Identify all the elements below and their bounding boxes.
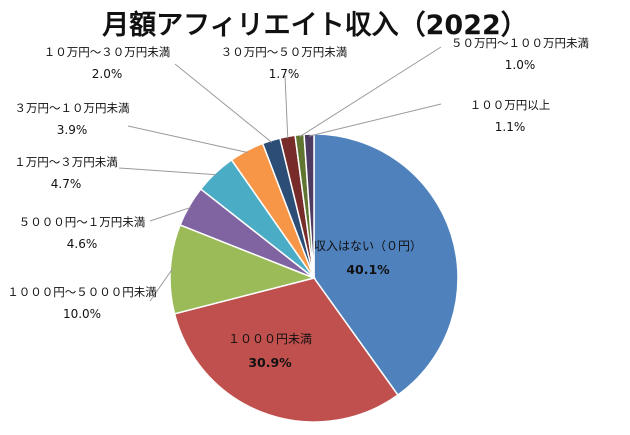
slice-percent-4: 4.7% — [51, 177, 82, 191]
pie-slices — [169, 133, 459, 423]
slice-percent-2: 10.0% — [63, 307, 101, 321]
leader-line-4 — [118, 167, 217, 176]
slice-percent-8: 1.0% — [505, 58, 536, 72]
slice-label-6: １０万円～３０万円未満 — [44, 45, 171, 59]
leader-line-2 — [149, 268, 173, 302]
slice-label-7: ３０万円～５０万円未満 — [221, 45, 348, 59]
slice-percent-0: 40.1% — [346, 262, 390, 277]
slice-percent-5: 3.9% — [57, 123, 88, 137]
pie-slice-1 — [173, 277, 399, 423]
leader-line-5 — [127, 125, 248, 153]
leader-line-6 — [174, 63, 273, 143]
leader-line-8 — [299, 46, 442, 138]
pie-slice-0 — [313, 133, 459, 397]
pie-slice-2 — [169, 224, 317, 315]
chart-title: 月額アフィリエイト収入（2022） — [101, 10, 528, 41]
slice-label-0: 収入はない（０円） — [314, 239, 422, 253]
slice-label-8: ５０万円～１００万円未満 — [451, 36, 589, 50]
slice-label-5: ３万円～１０万円未満 — [15, 101, 130, 115]
slice-percent-6: 2.0% — [92, 67, 123, 81]
slice-label-3: ５０００円～１万円未満 — [19, 215, 146, 229]
slice-labels: 収入はない（０円） 40.1% １０００円未満 30.9% １０００円～５０００円未満 1… — [7, 36, 589, 370]
slice-percent-7: 1.7% — [269, 67, 300, 81]
slice-percent-1: 30.9% — [248, 355, 292, 370]
slice-percent-9: 1.1% — [495, 120, 526, 134]
slice-label-1: １０００円未満 — [228, 332, 312, 346]
slice-label-2: １０００円～５０００円未満 — [7, 285, 157, 299]
leader-line-3 — [149, 206, 192, 222]
slice-label-9: １００万円以上 — [470, 98, 551, 112]
leader-lines — [118, 46, 442, 302]
leader-line-7 — [284, 75, 289, 139]
slice-percent-3: 4.6% — [67, 237, 98, 251]
leader-line-9 — [308, 103, 442, 137]
slice-label-4: １万円～３万円未満 — [14, 155, 118, 169]
